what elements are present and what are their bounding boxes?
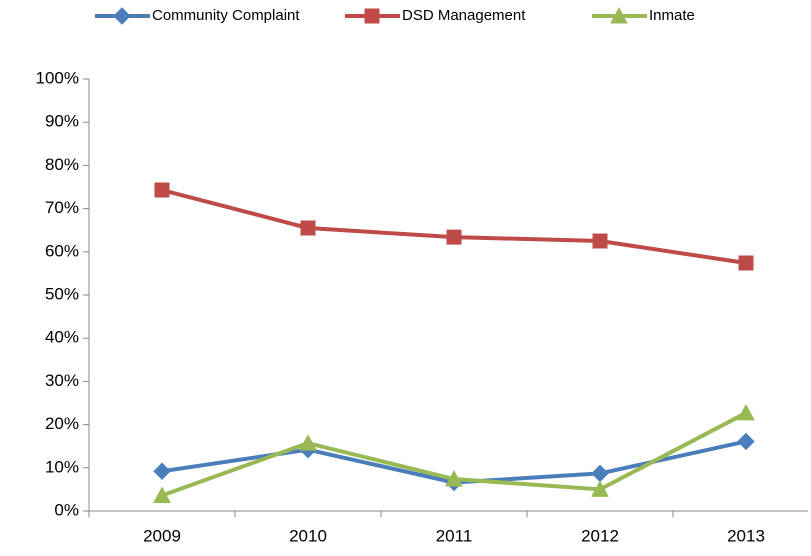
legend-label: DSD Management [402,7,526,24]
y-tick-label: 70% [45,198,79,217]
y-tick-label: 30% [45,371,79,390]
y-tick-label: 100% [36,68,79,87]
y-tick-label: 60% [45,241,79,260]
y-tick-label: 10% [45,457,79,476]
data-point [446,229,462,245]
y-tick-label: 0% [54,500,79,519]
y-tick-label: 40% [45,328,79,347]
data-point [737,403,755,421]
x-tick-label: 2010 [289,526,327,545]
y-tick-label: 20% [45,414,79,433]
x-tick-label: 2009 [143,526,181,545]
data-point [445,469,463,487]
y-tick-label: 50% [45,284,79,303]
legend-label: Community Complaint [152,7,300,24]
x-tick-label: 2012 [581,526,619,545]
data-point [738,255,754,271]
data-point [299,434,317,451]
legend-label: Inmate [649,7,695,24]
data-point [737,432,755,451]
legend-marker [113,7,131,25]
data-point [592,233,608,249]
data-point [153,462,171,480]
series-line [161,188,747,266]
legend-marker [364,8,380,24]
data-point [154,182,170,198]
data-point [591,464,609,483]
legend-marker [610,6,628,24]
data-point [153,486,171,503]
x-tick-label: 2011 [436,526,473,545]
y-tick-label: 90% [45,112,79,131]
y-tick-label: 80% [45,155,79,174]
data-point [300,220,316,236]
data-point [591,480,609,497]
x-tick-label: 2013 [727,526,765,545]
